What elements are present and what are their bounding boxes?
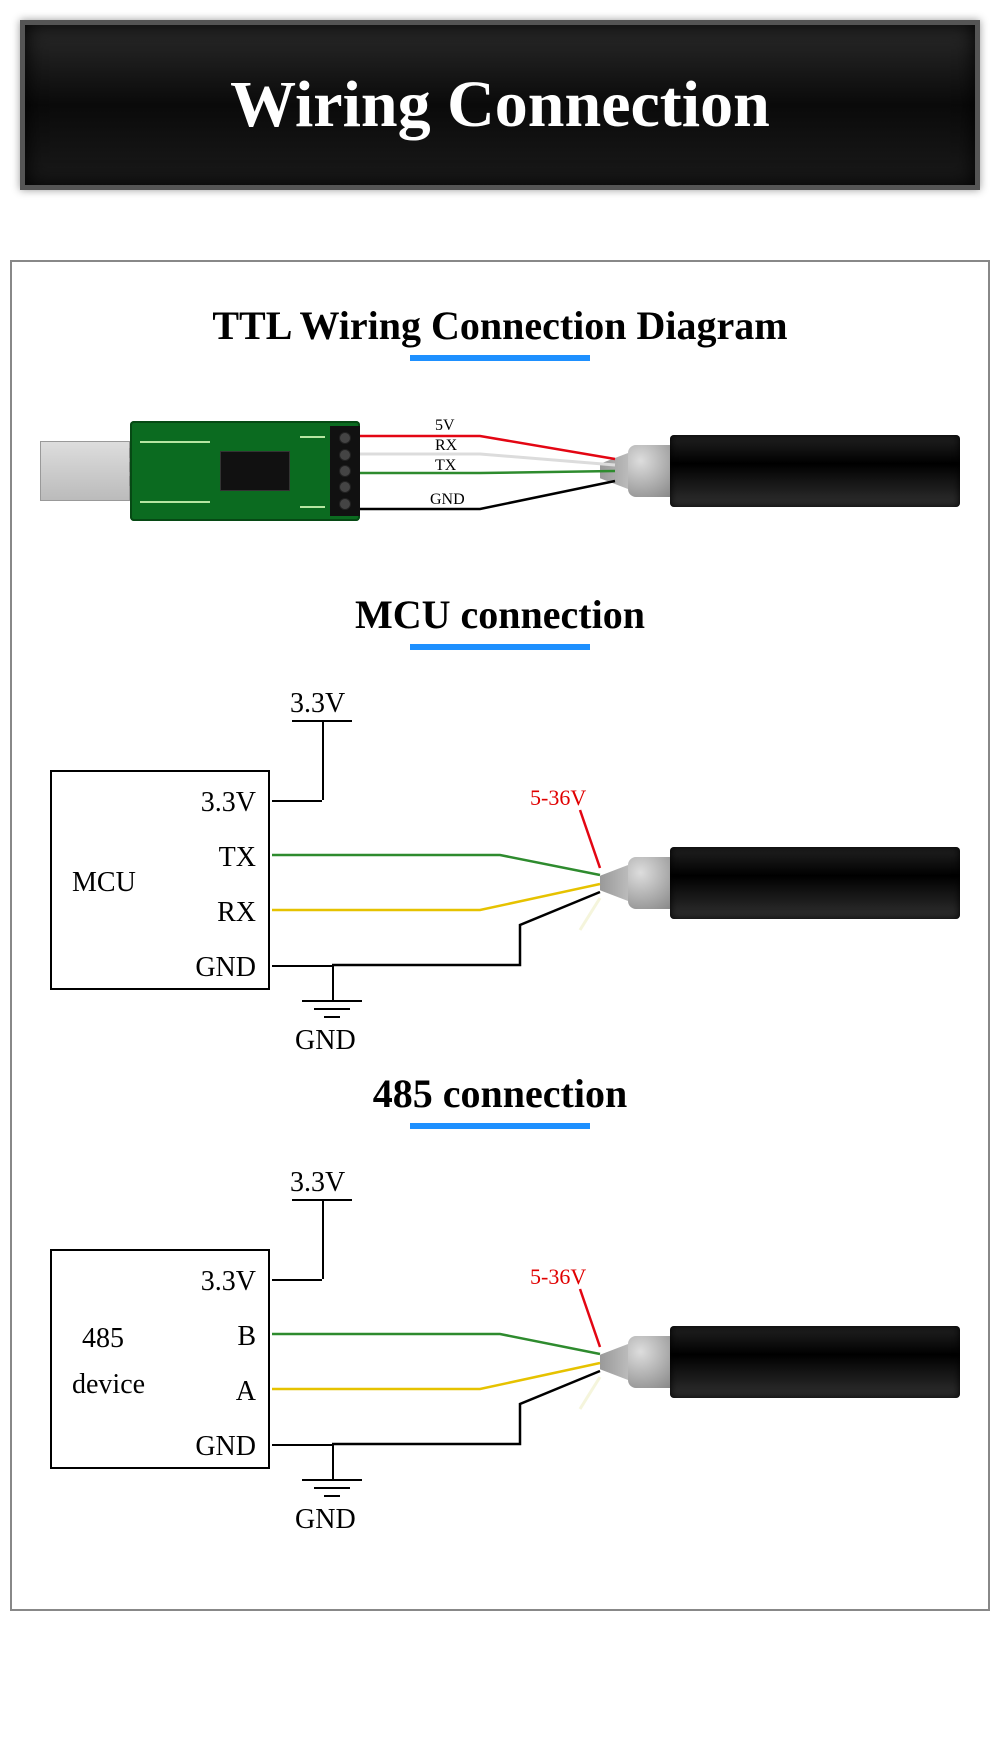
rs485-wires (40, 1159, 960, 1519)
banner-title: Wiring Connection (230, 67, 770, 143)
underline-1 (410, 355, 590, 361)
label-tx: TX (435, 457, 456, 475)
wire-red-b (580, 1289, 600, 1347)
mcu-wires (40, 680, 960, 1040)
wire-black-b (332, 1371, 600, 1444)
ttl-title: TTL Wiring Connection Diagram (32, 302, 968, 349)
underline-3 (410, 1123, 590, 1129)
wire-rx (360, 454, 615, 465)
rs485-title: 485 connection (32, 1070, 968, 1117)
wire-black (332, 892, 600, 965)
title-banner: Wiring Connection (20, 20, 980, 190)
wire-yellow (272, 884, 600, 910)
wire-gnd (360, 481, 615, 509)
rs485-diagram: 485 device 3.3V B A GND 3.3V GND 5-36V (40, 1159, 960, 1519)
ttl-diagram: 5V RX TX GND (40, 391, 960, 561)
wire-green (272, 855, 600, 875)
ttl-wires (40, 391, 960, 561)
wire-yellow-b (272, 1363, 600, 1389)
label-gnd: GND (430, 491, 465, 509)
mcu-diagram: MCU 3.3V TX RX GND 3.3V GND 5-36V (40, 680, 960, 1040)
label-rx: RX (435, 437, 457, 455)
wire-extra-b (580, 1377, 600, 1409)
wire-red (580, 810, 600, 868)
content-panel: TTL Wiring Connection Diagram (10, 260, 990, 1611)
wire-tx (360, 471, 615, 473)
mcu-title: MCU connection (32, 591, 968, 638)
label-5v: 5V (435, 417, 455, 435)
underline-2 (410, 644, 590, 650)
wire-green-b (272, 1334, 600, 1354)
wire-extra (580, 898, 600, 930)
